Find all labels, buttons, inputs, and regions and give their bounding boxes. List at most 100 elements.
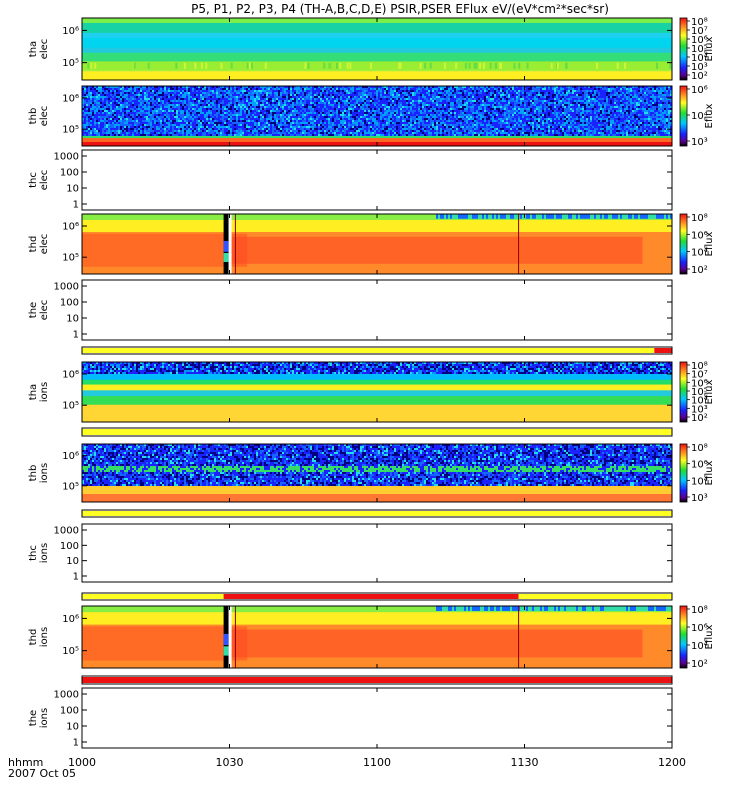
colorbar-scale <box>679 361 688 423</box>
colorbar-tick-label: 10⁷ <box>691 370 708 381</box>
colorbar-label: Eflux <box>704 36 715 61</box>
y-tick-label: 10⁶ <box>62 26 79 37</box>
colorbar-label: Eflux <box>704 379 715 404</box>
time-axis: 1000 1030 1100 1130 1200 <box>68 756 686 769</box>
y-tick-label: 10 <box>66 556 79 567</box>
panel-frame <box>81 279 673 341</box>
y-tick-label: 10⁵ <box>62 646 79 657</box>
y-tick-label: 10⁵ <box>62 253 79 264</box>
x-tick-label: 1100 <box>363 756 391 769</box>
x-tick-label: 1200 <box>658 756 686 769</box>
y-tick-label: 10⁶ <box>62 222 79 233</box>
y-tick-label: 1000 <box>54 526 79 537</box>
mode-bar-the-elec <box>81 346 673 355</box>
colorbar-label: Eflux <box>704 103 715 128</box>
colorbar-tick-label: 10⁸ <box>691 605 708 616</box>
panel-ylabel: thd <box>28 629 39 646</box>
colorbar-tick-label: 10³ <box>691 493 708 504</box>
y-tick-label: 1000 <box>54 282 79 293</box>
y-tick-label: 10⁶ <box>62 370 79 381</box>
panel-the-ions: 1000 100 10 1 the ions <box>28 687 673 749</box>
panel-ylabel: thb <box>28 108 39 125</box>
figure-title: P5, P1, P2, P3, P4 (TH-A,B,C,D,E) PSIR,P… <box>191 2 609 16</box>
colorbar-thb-elec: 10⁶ 10⁴ 10³ Eflux <box>679 85 715 148</box>
mode-segment <box>82 594 224 599</box>
spectrogram-thb-ions <box>82 444 673 503</box>
panel-frame <box>81 149 673 211</box>
panel-tha-ions: 10⁶ 10⁵ tha ions <box>28 361 673 423</box>
mode-segment <box>518 594 672 599</box>
y-tick-label: 10 <box>66 314 79 325</box>
colorbar-tick-label: 10⁴ <box>691 53 708 64</box>
spectrogram-tha-elec <box>82 18 672 81</box>
panel-ylabel: elec <box>39 300 50 321</box>
panel-ylabel: elec <box>39 106 50 127</box>
colorbar-scale <box>679 17 688 81</box>
y-tick-label: 1000 <box>54 690 79 701</box>
panel-frame <box>81 687 673 749</box>
y-tick-label: 10 <box>66 722 79 733</box>
mode-segment <box>82 511 672 516</box>
colorbar-scale <box>679 85 688 147</box>
mode-bar-thc-ions <box>81 592 673 601</box>
panel-thc-ions: 1000 100 10 1 thc ions <box>28 523 673 583</box>
panel-ylabel: tha <box>28 384 39 400</box>
mode-bar-tha-ions <box>81 427 673 437</box>
y-tick-label: 1000 <box>54 152 79 163</box>
colorbar-tick-label: 10⁸ <box>691 213 708 224</box>
x-tick-label: 1000 <box>68 756 96 769</box>
x-tick-label: 1030 <box>216 756 244 769</box>
panel-thb-elec: 10⁶ 10⁵ thb elec <box>28 85 673 147</box>
y-tick-label: 100 <box>60 168 79 179</box>
panel-ylabel: ions <box>39 627 50 647</box>
y-tick-label: 1 <box>73 738 79 749</box>
colorbar-tick-label: 10³ <box>691 137 708 148</box>
colorbar-tick-label: 10⁶ <box>691 230 708 241</box>
panel-thd-elec: 10⁶ 10⁵ thd elec <box>28 213 673 275</box>
mode-segment <box>82 677 672 683</box>
y-tick-label: 10 <box>66 184 79 195</box>
spectrogram-tha-ions <box>82 362 673 423</box>
x-axis-label: hhmm <box>8 756 43 769</box>
x-tick-label: 1130 <box>511 756 539 769</box>
colorbar-scale <box>679 443 688 503</box>
colorbar-scale <box>679 213 688 275</box>
y-tick-label: 10⁵ <box>62 125 79 136</box>
mode-segment <box>82 429 672 435</box>
colorbar-scale <box>679 605 688 669</box>
colorbar-tick-label: 10⁴ <box>691 641 708 652</box>
colorbar-tick-label: 10² <box>691 413 708 424</box>
colorbar-tick-label: 10⁸ <box>691 361 708 372</box>
colorbar-label: Eflux <box>704 460 715 485</box>
panel-ylabel: ions <box>39 543 50 563</box>
colorbar-tick-label: 10³ <box>691 62 708 73</box>
y-tick-label: 10⁵ <box>62 481 79 492</box>
y-tick-label: 100 <box>60 298 79 309</box>
colorbar-thb-ions: 10⁸ 10⁶ 10⁴ 10³ Eflux <box>679 443 715 504</box>
panel-the-elec: 1000 100 10 1 the elec <box>28 279 673 341</box>
colorbar-tick-label: 10⁶ <box>691 623 708 634</box>
panel-ylabel: thb <box>28 465 39 482</box>
spectrogram-thd-elec <box>82 214 672 275</box>
colorbar-tick-label: 10⁸ <box>691 17 708 28</box>
panel-thb-ions: 10⁶ 10⁵ thb ions <box>28 443 673 503</box>
panel-ylabel: thc <box>28 545 39 561</box>
colorbar-tick-label: 10⁷ <box>691 26 708 37</box>
mode-bar-thd-ions <box>81 675 673 685</box>
panel-ylabel: ions <box>39 382 50 402</box>
panel-ylabel: elec <box>39 234 50 255</box>
y-tick-label: 1 <box>73 572 79 583</box>
colorbar-tick-label: 10⁴ <box>691 111 708 122</box>
panel-thc-elec: 1000 100 10 1 thc elec <box>28 149 673 211</box>
y-tick-label: 100 <box>60 541 79 552</box>
colorbar-tick-label: 10² <box>691 265 708 276</box>
mode-segment <box>223 594 519 599</box>
y-tick-label: 10⁶ <box>62 614 79 625</box>
colorbar-tick-label: 10⁶ <box>691 35 708 46</box>
panel-ylabel: thd <box>28 236 39 253</box>
panel-ylabel: elec <box>39 170 50 191</box>
panel-frame <box>81 523 673 583</box>
